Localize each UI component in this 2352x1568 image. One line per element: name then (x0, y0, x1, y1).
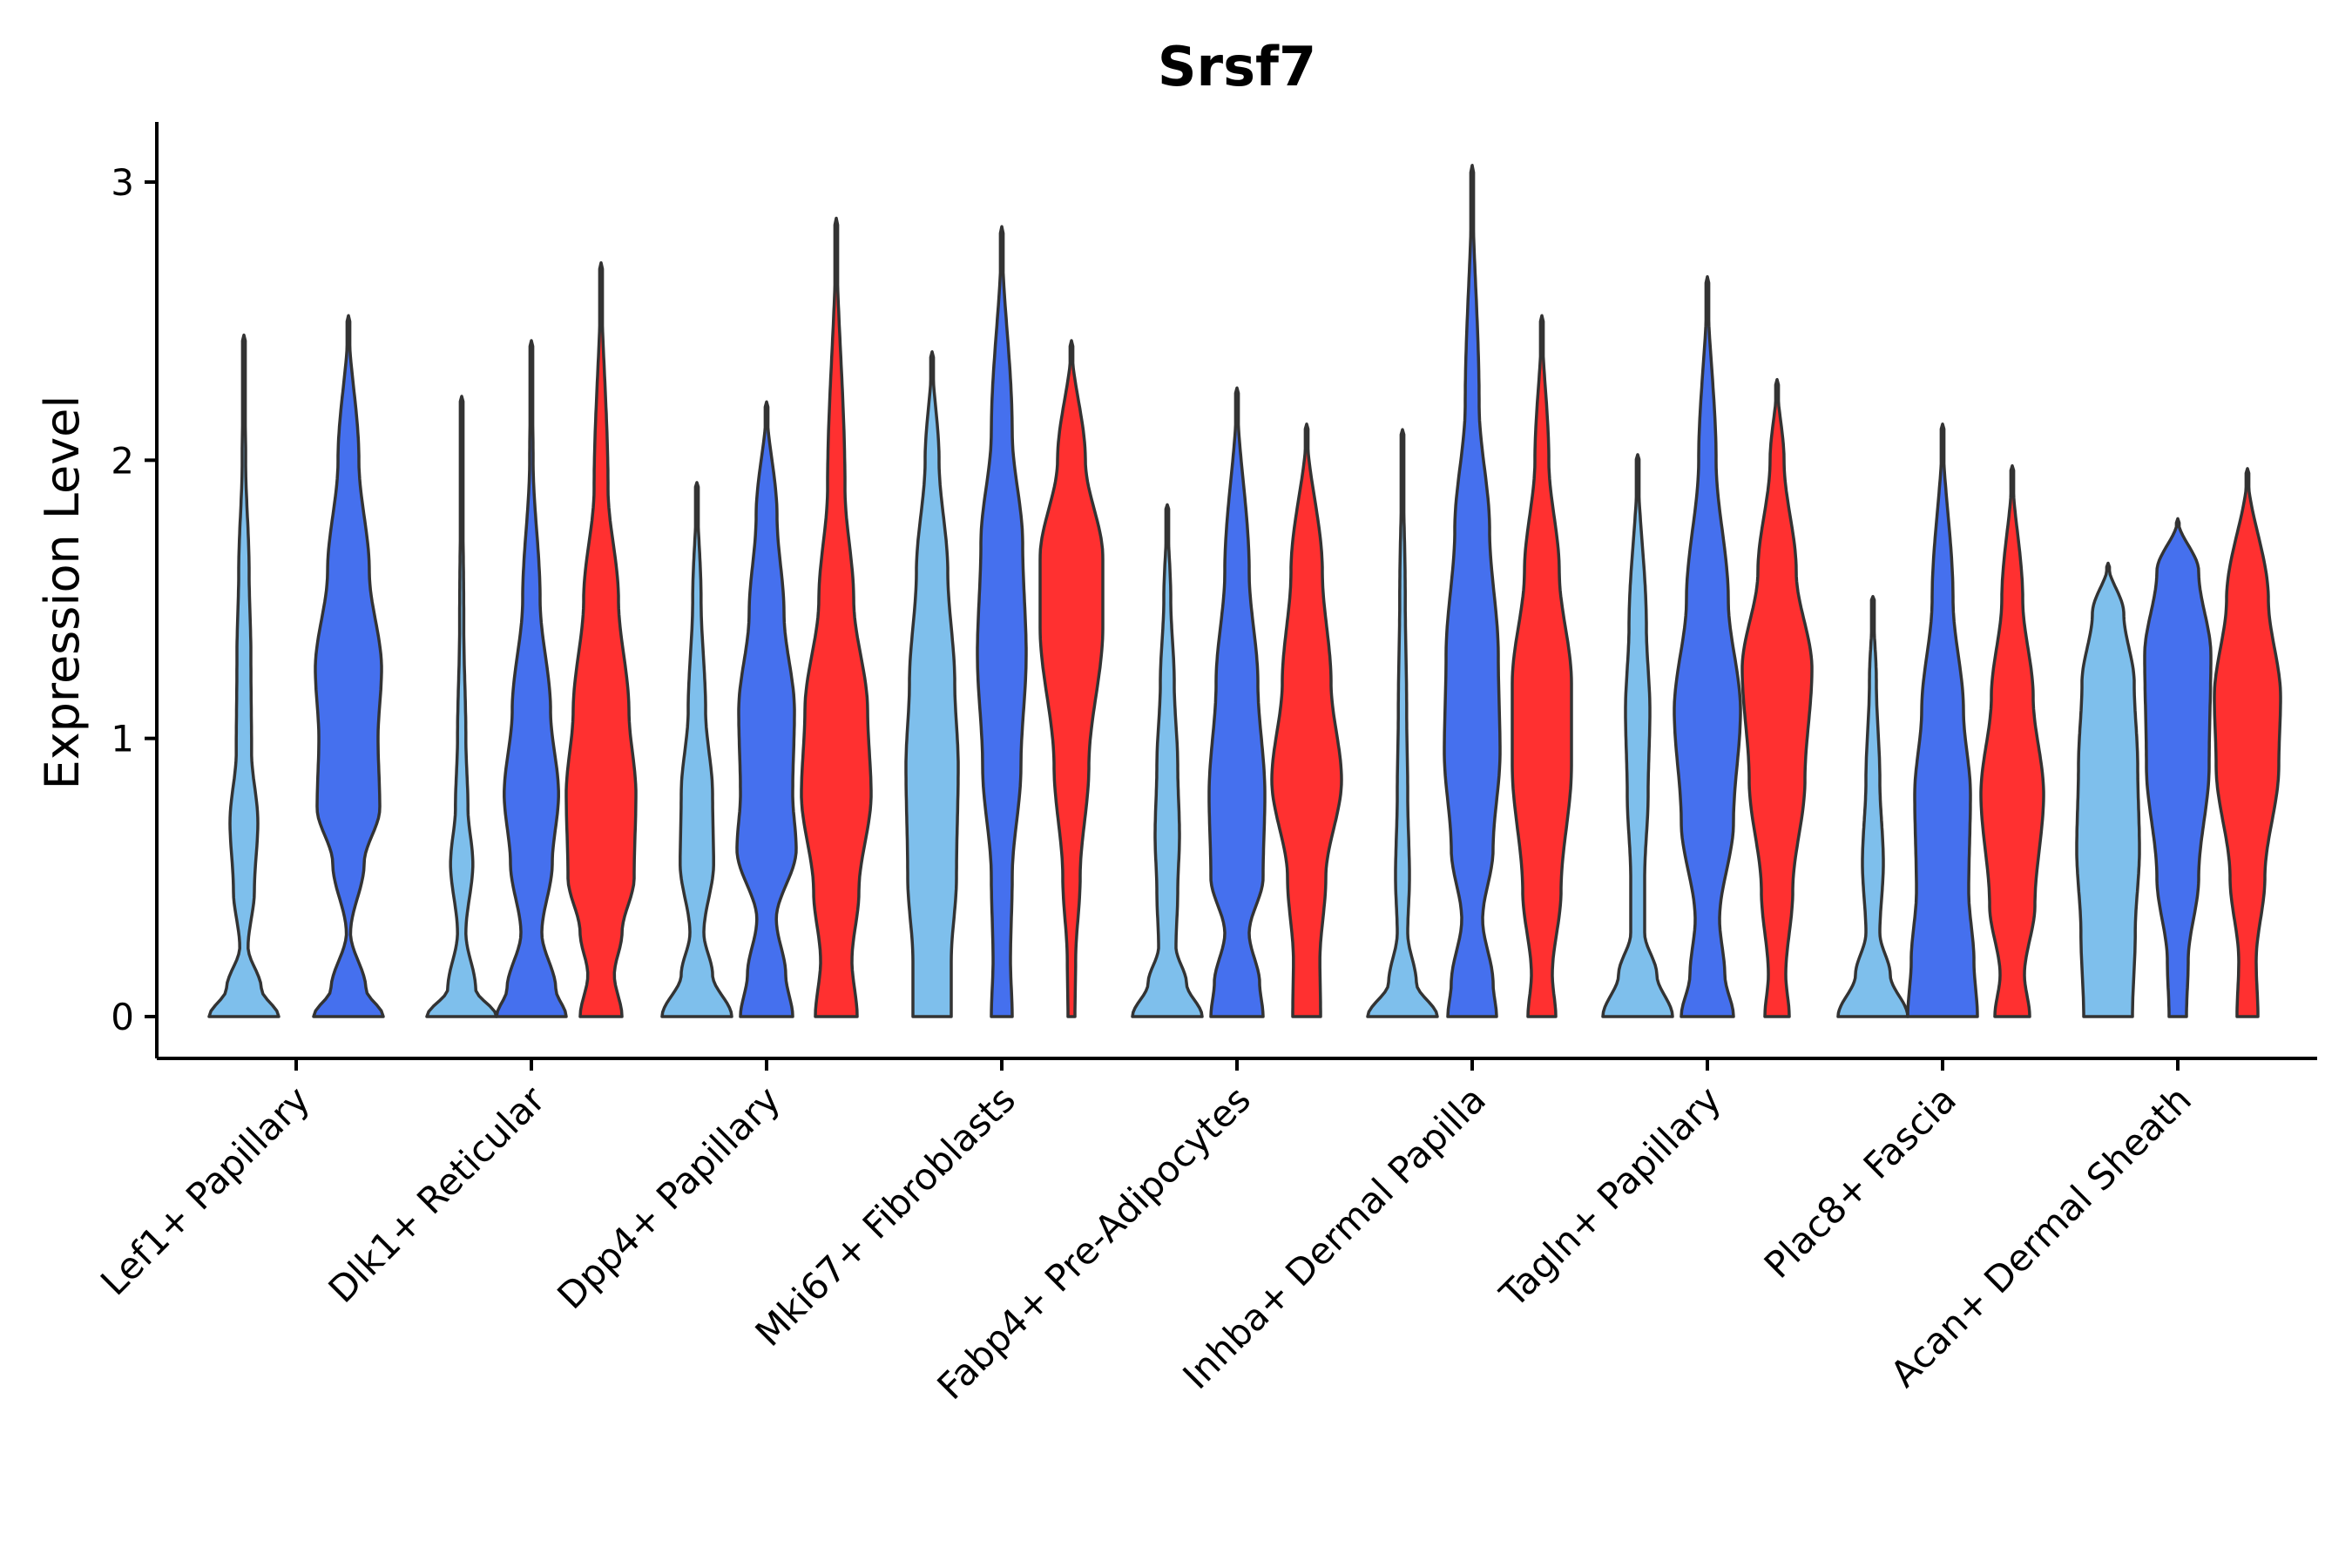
violin-3-light-blue (660, 481, 733, 1018)
violin-2-light-blue (425, 395, 498, 1018)
x-tick-label: Mki67+ Fibroblasts (747, 1078, 1024, 1354)
violin-layer (207, 164, 2282, 1018)
violin-2-red (564, 260, 638, 1018)
violin-5-blue (1207, 386, 1267, 1018)
violin-5-red (1270, 422, 1343, 1018)
y-axis: 0 1 2 3 (111, 122, 159, 1058)
x-tick-label: Dlk1+ Reticular (321, 1078, 554, 1311)
violin-7-red (1740, 377, 1814, 1018)
violin-8-red (1979, 463, 2045, 1018)
violin-6-light-blue (1366, 428, 1439, 1018)
y-tick-label: 0 (111, 996, 134, 1038)
violin-3-red (800, 216, 873, 1018)
chart-title: Srsf7 (1158, 35, 1316, 98)
violin-3-blue (735, 400, 798, 1018)
violin-6-blue (1443, 164, 1502, 1018)
violin-9-light-blue (2075, 561, 2141, 1018)
violin-4-red (1038, 339, 1105, 1018)
y-axis-label: Expression Level (35, 395, 90, 790)
x-tick-label: Tagln+ Papillary (1491, 1078, 1729, 1315)
violin-1-blue (312, 314, 385, 1018)
violin-1-light-blue (207, 333, 280, 1018)
violin-6-red (1511, 314, 1573, 1018)
violin-4-light-blue (904, 350, 960, 1018)
x-tick-label: Dpp4+ Papillary (549, 1078, 788, 1317)
violin-9-red (2213, 467, 2282, 1018)
x-tick-label: Plac8+ Fascia (1756, 1078, 1964, 1286)
violin-8-light-blue (1836, 595, 1909, 1018)
violin-7-light-blue (1601, 453, 1674, 1018)
y-tick-label: 1 (111, 718, 134, 760)
x-tick-label: Lef1+ Papillary (92, 1078, 318, 1303)
violin-5-light-blue (1131, 503, 1204, 1018)
violin-9-blue (2143, 517, 2213, 1018)
violin-2-blue (495, 339, 568, 1018)
y-tick-label: 2 (111, 439, 134, 482)
violin-4-blue (976, 225, 1028, 1018)
violin-7-blue (1673, 274, 1742, 1018)
violin-8-blue (1906, 422, 1979, 1018)
y-tick-label: 3 (111, 161, 134, 204)
